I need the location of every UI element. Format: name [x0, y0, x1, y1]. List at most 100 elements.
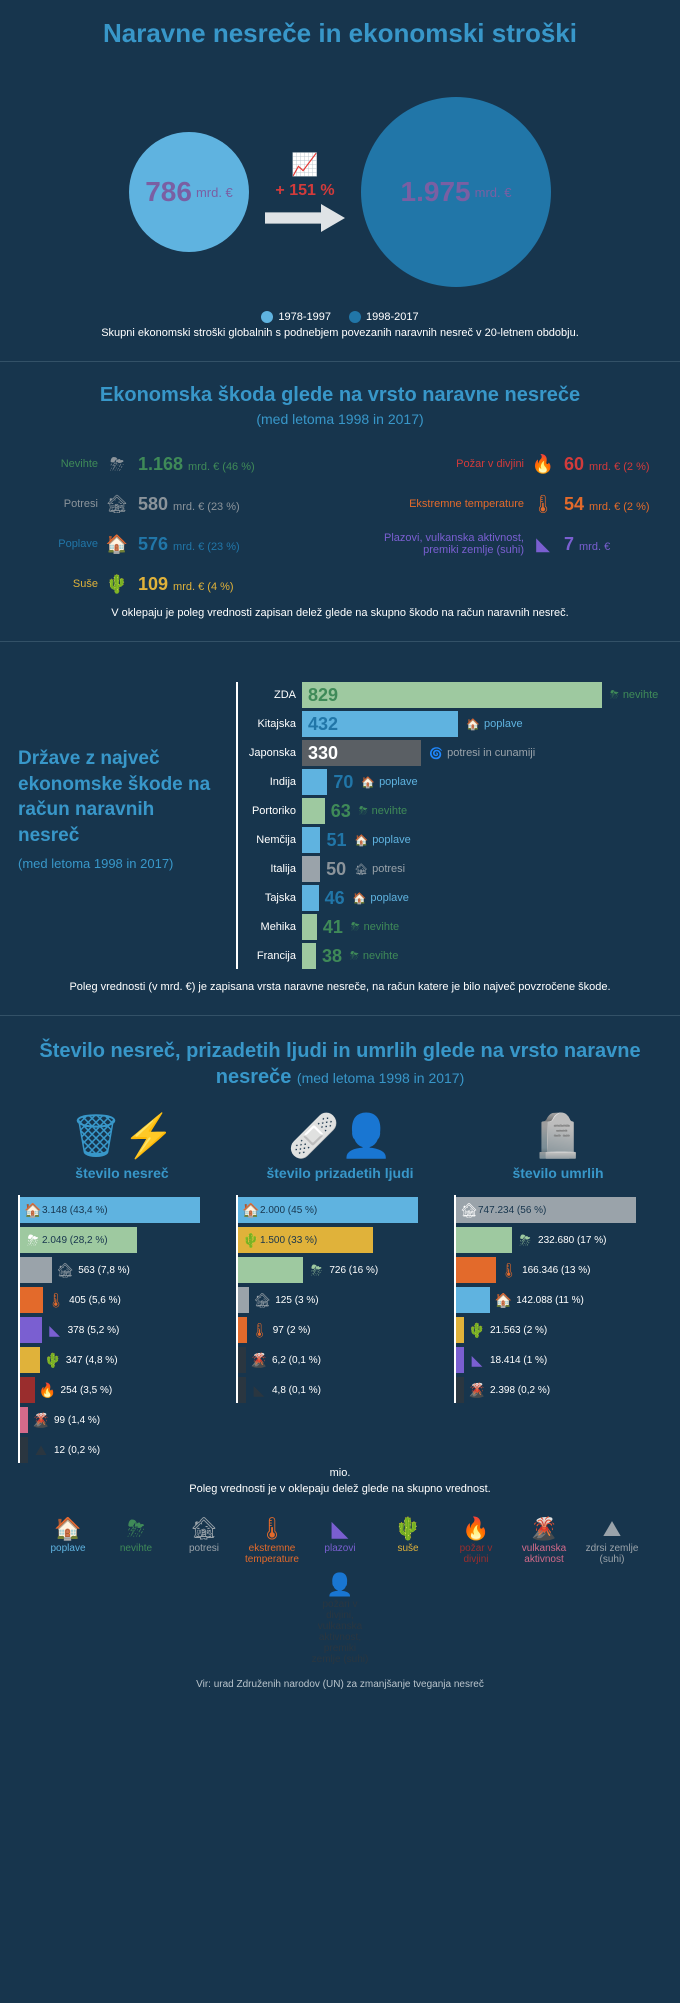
damage-label: Požar v divjini	[352, 458, 524, 470]
damage-value: 109 mrd. € (4 %)	[138, 574, 328, 595]
triple-bar-row: 🌋99 (1,4 %)	[20, 1407, 226, 1433]
damage-icon: 🔥	[530, 451, 556, 477]
chart-icon: 📈	[291, 152, 318, 178]
legend-icon: ◣	[332, 1517, 349, 1541]
country-cause: 🌀potresi in cunamiji	[429, 747, 535, 760]
damage-value: 54 mrd. € (2 %)	[564, 494, 654, 515]
country-name: Francija	[238, 950, 302, 962]
country-cause: ⛈nevihte	[610, 689, 658, 702]
bubble-left: 786 mrd. €	[129, 132, 249, 252]
legend-label: požar v divjini	[447, 1543, 505, 1565]
cause-icon: ⛈	[350, 950, 359, 963]
damage-row: Požar v divjini🔥60 mrd. € (2 %)	[352, 451, 654, 477]
legend-label: ekstremne temperature	[243, 1543, 301, 1565]
triple-col: 🗑⚡ število nesreč 🏠3.148 (43,4 %) ⛈2.049 …	[18, 1112, 226, 1463]
triple-icon: 🩹👤	[288, 1112, 393, 1161]
legend-item: 🏚potresi	[175, 1517, 233, 1565]
country-cause: 🏠poplave	[353, 892, 409, 905]
legend-label: suše	[397, 1543, 418, 1554]
triple-bar-icon: ⛈	[516, 1232, 534, 1249]
triple-title: Število nesreč, prizadetih ljudi in umrl…	[18, 1038, 662, 1090]
country-name: Tajska	[238, 892, 302, 904]
triple-col: 🩹👤število prizadetih ljudi 🏠2.000 (45 %)…	[236, 1112, 444, 1463]
damage-row: Plazovi, vulkanska aktivnost, premiki ze…	[352, 531, 654, 557]
country-cause: 🏚potresi	[354, 863, 405, 876]
country-bar: 432	[302, 711, 458, 737]
bubble-left-value: 786	[145, 176, 192, 208]
triple-bar-text: 6,2 (0,1 %)	[272, 1355, 321, 1366]
damage-icon: 🏠	[104, 531, 130, 557]
legend-icon: 🏠	[54, 1517, 81, 1541]
country-row: Italija 50 🏚potresi	[238, 856, 662, 882]
triple-bar-icon: 🌋	[250, 1352, 268, 1369]
country-cause: ⛈nevihte	[359, 805, 407, 818]
country-value: 63	[331, 801, 351, 822]
country-bar	[302, 914, 317, 940]
cause-icon: ⛈	[610, 689, 619, 702]
bottom-legend: 🏠poplave⛈nevihte🏚potresi🌡ekstremne tempe…	[18, 1517, 662, 1665]
triple-bar	[456, 1347, 464, 1373]
triple-bar-row: ⛈2.049 (28,2 %)	[20, 1227, 226, 1253]
triple-section: Število nesreč, prizadetih ljudi in umrl…	[0, 1026, 680, 1702]
cause-icon: 🏠	[354, 834, 368, 847]
cause-icon: ⛈	[351, 921, 360, 934]
country-value: 51	[326, 830, 346, 851]
triple-bar-text: 2.049 (28,2 %)	[42, 1235, 108, 1246]
damage-value: 580 mrd. € (23 %)	[138, 494, 328, 515]
country-name: Indija	[238, 776, 302, 788]
damage-value: 1.168 mrd. € (46 %)	[138, 454, 328, 475]
triple-bar-row: ◣18.414 (1 %)	[456, 1347, 662, 1373]
arrow-icon	[265, 204, 345, 232]
country-bar: 330	[302, 740, 421, 766]
country-title-text: Države z največ ekonomske škode na račun…	[18, 748, 210, 846]
legend-label: požari v divjini, vulkanska aktivnost, p…	[311, 1599, 369, 1665]
cause-icon: 🏠	[361, 776, 375, 789]
bubble-right: 1.975 mrd. €	[361, 97, 551, 287]
country-name: Japonska	[238, 747, 302, 759]
country-row: Tajska 46 🏠poplave	[238, 885, 662, 911]
triple-bar-row: 🌵347 (4,8 %)	[20, 1347, 226, 1373]
triple-bar-row: 🔥254 (3,5 %)	[20, 1377, 226, 1403]
country-subtitle: (med letoma 1998 in 2017)	[18, 855, 218, 873]
country-bar	[302, 769, 327, 795]
triple-bar-text: 378 (5,2 %)	[68, 1325, 120, 1336]
country-bar	[302, 798, 325, 824]
damage-subtitle: (med letoma 1998 in 2017)	[18, 411, 662, 427]
triple-bar-icon: 🌡	[251, 1322, 269, 1339]
country-row: Kitajska 432 🏠poplave	[238, 711, 662, 737]
triple-bar-icon: 🌵	[242, 1232, 260, 1249]
damage-label: Potresi	[26, 498, 98, 510]
legend-item: 🔥požar v divjini	[447, 1517, 505, 1565]
country-row: Portoriko 63 ⛈nevihte	[238, 798, 662, 824]
country-note: Poleg vrednosti (v mrd. €) je zapisana v…	[18, 981, 662, 993]
triple-bar-row: 🏠2.000 (45 %)	[238, 1197, 444, 1223]
triple-bar	[456, 1287, 490, 1313]
triple-icon: 🗑⚡	[69, 1112, 175, 1161]
triple-bar-text: 405 (5,6 %)	[69, 1295, 121, 1306]
damage-row: Potresi🏚580 mrd. € (23 %)	[26, 491, 328, 517]
growth-col: 📈 + 151 %	[265, 152, 345, 232]
triple-bar-icon: 🌋	[468, 1382, 486, 1399]
legend-item: 🌋vulkanska aktivnost	[515, 1517, 573, 1565]
triple-label: število nesreč	[75, 1165, 168, 1181]
damage-section: Ekonomska škoda glede na vrsto naravne n…	[0, 372, 680, 631]
country-bars: ZDA 829 ⛈nevihte Kitajska 432 🏠poplave J…	[236, 682, 662, 969]
triple-bar	[456, 1227, 512, 1253]
country-bar	[302, 885, 319, 911]
triple-bar-row: 🏚747.234 (56 %)	[456, 1197, 662, 1223]
triple-bar: 🏠3.148 (43,4 %)	[20, 1197, 200, 1223]
triple-bar-icon: 🌋	[32, 1412, 50, 1429]
triple-bar: 🏠2.000 (45 %)	[238, 1197, 418, 1223]
country-cause: 🏠poplave	[361, 776, 417, 789]
triple-bar-icon: 🔥	[39, 1382, 57, 1399]
legend-icon: 🌋	[530, 1517, 557, 1541]
triple-bar-text: 18.414 (1 %)	[490, 1355, 547, 1366]
triple-mio: mio.	[18, 1467, 662, 1479]
triple-bar-icon: ⛰	[32, 1442, 50, 1459]
bubble-right-unit: mrd. €	[475, 185, 512, 200]
triple-bar	[20, 1407, 28, 1433]
cause-icon: 🏚	[354, 863, 368, 876]
damage-label: Poplave	[26, 538, 98, 550]
triple-bar-icon: 🏠	[24, 1202, 42, 1219]
damage-row: Ekstremne temperature🌡54 mrd. € (2 %)	[352, 491, 654, 517]
